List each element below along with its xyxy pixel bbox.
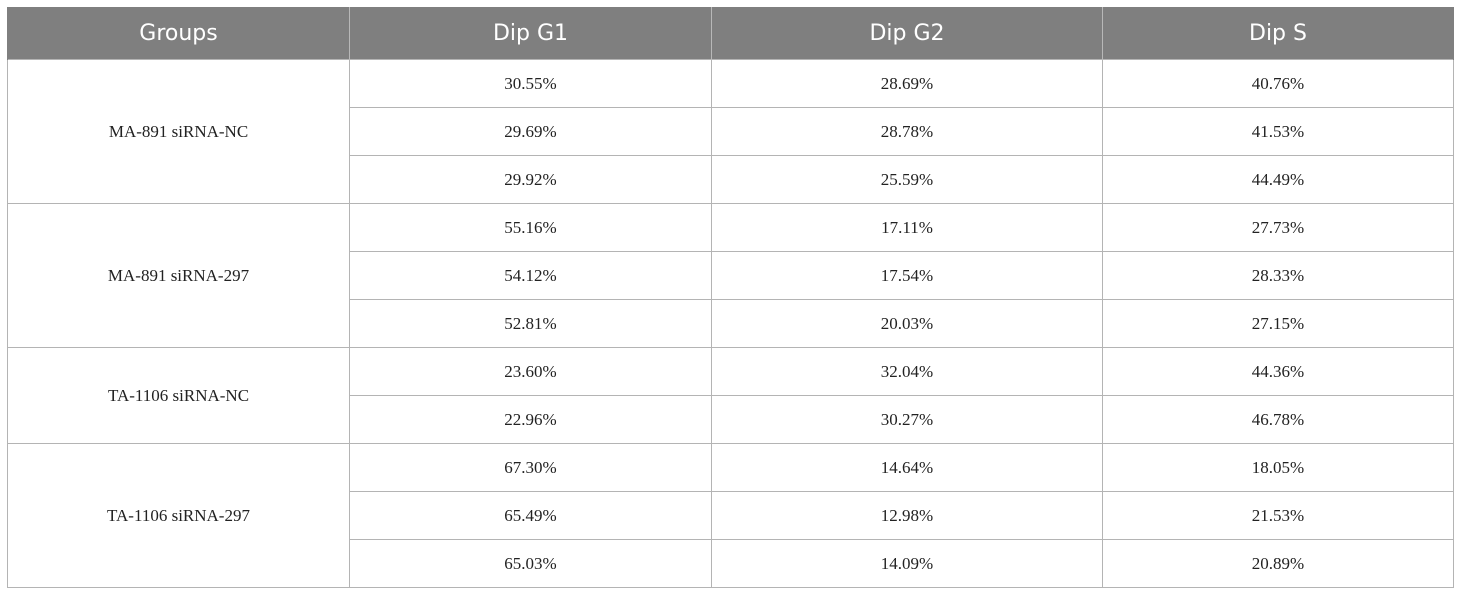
dip-s-cell: 21.53% <box>1102 491 1454 540</box>
dip-g1-cell: 52.81% <box>349 299 712 348</box>
dip-s-cell: 44.49% <box>1102 155 1454 204</box>
dip-g1-cell: 65.03% <box>349 539 712 588</box>
dip-g2-cell: 14.09% <box>711 539 1103 588</box>
header-row: Groups Dip G1 Dip G2 Dip S <box>7 7 1454 60</box>
table-container: Groups Dip G1 Dip G2 Dip S MA-891 siRNA-… <box>7 7 1454 588</box>
dip-g2-cell: 12.98% <box>711 491 1103 540</box>
dip-s-cell: 27.15% <box>1102 299 1454 348</box>
table-row: TA-1106 siRNA-297 67.30% 14.64% 18.05% <box>7 443 1454 588</box>
dip-g2-cell: 28.69% <box>711 59 1103 108</box>
table-row: 65.49% 12.98% 21.53% <box>8 491 1454 540</box>
cell-cycle-table: Groups Dip G1 Dip G2 Dip S MA-891 siRNA-… <box>7 7 1454 588</box>
header-dip-g1: Dip G1 <box>349 7 712 60</box>
dip-g1-cell: 65.49% <box>349 491 712 540</box>
table-row: TA-1106 siRNA-NC 23.60% 32.04% 44.36% <box>7 347 1454 444</box>
table-row: 29.92% 25.59% 44.49% <box>8 155 1454 204</box>
dip-g1-cell: 55.16% <box>349 203 712 252</box>
dip-s-cell: 46.78% <box>1102 395 1454 444</box>
dip-s-cell: 20.89% <box>1102 539 1454 588</box>
group-name-cell: MA-891 siRNA-297 <box>7 203 350 348</box>
header-dip-s: Dip S <box>1102 7 1454 60</box>
dip-g1-cell: 67.30% <box>349 443 712 492</box>
table-header: Groups Dip G1 Dip G2 Dip S <box>7 7 1454 60</box>
group-name-cell: TA-1106 siRNA-NC <box>7 347 350 444</box>
dip-s-cell: 27.73% <box>1102 203 1454 252</box>
dip-g2-cell: 28.78% <box>711 107 1103 156</box>
dip-s-cell: 41.53% <box>1102 107 1454 156</box>
table-body: MA-891 siRNA-NC 30.55% 28.69% 40.76% 29.… <box>7 59 1454 588</box>
table-row: 29.69% 28.78% 41.53% <box>8 107 1454 156</box>
dip-g2-cell: 30.27% <box>711 395 1103 444</box>
group-name-cell: TA-1106 siRNA-297 <box>7 443 350 588</box>
group-name-cell: MA-891 siRNA-NC <box>7 59 350 204</box>
header-groups: Groups <box>7 7 350 60</box>
table-row: 54.12% 17.54% 28.33% <box>8 251 1454 300</box>
dip-g1-cell: 29.92% <box>349 155 712 204</box>
dip-s-cell: 18.05% <box>1102 443 1454 492</box>
dip-s-cell: 44.36% <box>1102 347 1454 396</box>
header-dip-g2: Dip G2 <box>711 7 1103 60</box>
dip-g2-cell: 17.54% <box>711 251 1103 300</box>
dip-g1-cell: 22.96% <box>349 395 712 444</box>
dip-g1-cell: 23.60% <box>349 347 712 396</box>
dip-g2-cell: 32.04% <box>711 347 1103 396</box>
dip-g2-cell: 17.11% <box>711 203 1103 252</box>
table-row: 65.03% 14.09% 20.89% <box>8 539 1454 588</box>
dip-g2-cell: 14.64% <box>711 443 1103 492</box>
dip-g1-cell: 54.12% <box>349 251 712 300</box>
dip-s-cell: 40.76% <box>1102 59 1454 108</box>
table-row: MA-891 siRNA-297 55.16% 17.11% 27.73% <box>7 203 1454 348</box>
dip-g2-cell: 20.03% <box>711 299 1103 348</box>
dip-g1-cell: 30.55% <box>349 59 712 108</box>
table-row: MA-891 siRNA-NC 30.55% 28.69% 40.76% <box>7 59 1454 204</box>
dip-g2-cell: 25.59% <box>711 155 1103 204</box>
table-row: 52.81% 20.03% 27.15% <box>8 299 1454 348</box>
dip-s-cell: 28.33% <box>1102 251 1454 300</box>
table-row: 22.96% 30.27% 46.78% <box>8 395 1454 444</box>
dip-g1-cell: 29.69% <box>349 107 712 156</box>
